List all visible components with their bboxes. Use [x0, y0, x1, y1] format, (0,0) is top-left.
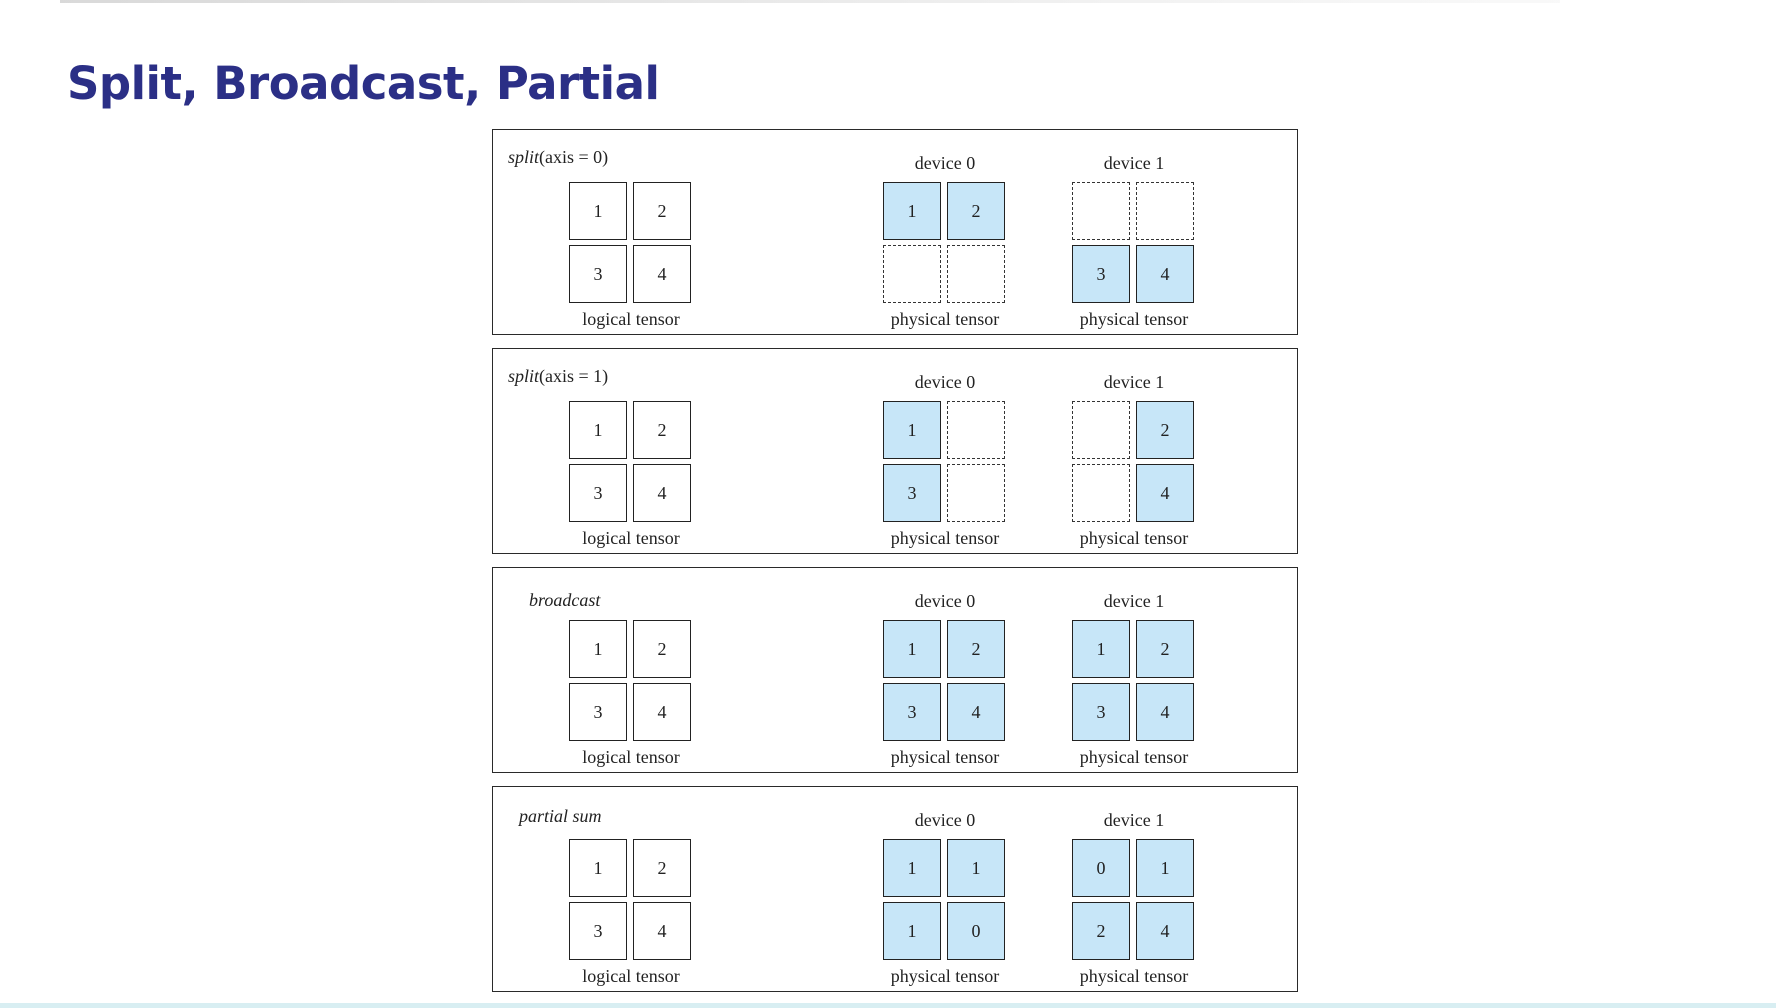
top-strip — [60, 0, 1560, 3]
tensor-cell: 2 — [1136, 620, 1194, 678]
device-label: device 0 — [914, 153, 976, 173]
tensor-cell: 4 — [1136, 245, 1194, 303]
tensor-cell: 1 — [569, 839, 627, 897]
panel-label-args: (axis = 0) — [539, 147, 609, 167]
tensor-cell: 1 — [569, 620, 627, 678]
panel-split-axis-1: split(axis = 1) 1 2 3 4 logical tensor d… — [492, 348, 1298, 554]
tensor-cell — [947, 245, 1005, 303]
panel-label-name: split — [508, 366, 540, 386]
tensor-cell — [1072, 464, 1130, 522]
tensor-cell: 1 — [883, 182, 941, 240]
physical-tensor-grid: 1 1 1 0 — [883, 839, 1007, 963]
device-label: device 0 — [914, 810, 976, 830]
tensor-cell: 2 — [1072, 902, 1130, 960]
tensor-cell: 0 — [1072, 839, 1130, 897]
tensor-cell: 2 — [633, 620, 691, 678]
tensor-cell — [947, 464, 1005, 522]
tensor-cell: 2 — [633, 401, 691, 459]
tensor-cell: 1 — [883, 620, 941, 678]
tensor-cell: 2 — [947, 182, 1005, 240]
tensor-cell: 1 — [569, 182, 627, 240]
logical-tensor-grid: 1 2 3 4 — [569, 401, 693, 525]
panel-label: split(axis = 0) — [508, 147, 608, 168]
tensor-cell: 1 — [947, 839, 1005, 897]
logical-tensor-grid: 1 2 3 4 — [569, 182, 693, 306]
tensor-cell — [883, 245, 941, 303]
physical-tensor-caption: physical tensor — [890, 528, 1000, 548]
tensor-cell: 4 — [633, 683, 691, 741]
physical-tensor-grid: 1 2 3 4 — [1072, 620, 1196, 744]
bottom-strip — [0, 1003, 1776, 1008]
tensor-cell: 2 — [947, 620, 1005, 678]
tensor-cell: 1 — [883, 839, 941, 897]
physical-tensor-caption: physical tensor — [1079, 528, 1189, 548]
physical-tensor-grid: 1 3 — [883, 401, 1007, 525]
physical-tensor-caption: physical tensor — [890, 966, 1000, 986]
tensor-cell: 3 — [569, 902, 627, 960]
physical-tensor-grid: 0 1 2 4 — [1072, 839, 1196, 963]
tensor-cell: 4 — [1136, 902, 1194, 960]
tensor-cell: 3 — [569, 464, 627, 522]
physical-tensor-caption: physical tensor — [890, 309, 1000, 329]
logical-tensor-grid: 1 2 3 4 — [569, 620, 693, 744]
panel-split-axis-0: split(axis = 0) 1 2 3 4 logical tensor d… — [492, 129, 1298, 335]
tensor-cell: 3 — [1072, 683, 1130, 741]
tensor-cell: 4 — [1136, 683, 1194, 741]
tensor-cell — [1136, 182, 1194, 240]
logical-tensor-caption: logical tensor — [582, 528, 680, 548]
panel-broadcast: broadcast 1 2 3 4 logical tensor device … — [492, 567, 1298, 773]
tensor-cell: 4 — [633, 464, 691, 522]
device-label: device 1 — [1103, 153, 1165, 173]
panel-label: partial sum — [519, 806, 602, 827]
physical-tensor-caption: physical tensor — [1079, 309, 1189, 329]
slide-title: Split, Broadcast, Partial — [67, 57, 660, 110]
tensor-cell: 0 — [947, 902, 1005, 960]
physical-tensor-caption: physical tensor — [1079, 747, 1189, 767]
tensor-cell — [1072, 182, 1130, 240]
tensor-cell: 1 — [883, 902, 941, 960]
physical-tensor-grid: 1 2 3 4 — [883, 620, 1007, 744]
logical-tensor-caption: logical tensor — [582, 309, 680, 329]
tensor-cell: 3 — [569, 683, 627, 741]
physical-tensor-grid: 3 4 — [1072, 182, 1196, 306]
physical-tensor-grid: 1 2 — [883, 182, 1007, 306]
logical-tensor-grid: 1 2 3 4 — [569, 839, 693, 963]
device-label: device 1 — [1103, 591, 1165, 611]
tensor-cell: 2 — [633, 839, 691, 897]
panel-label-name: broadcast — [529, 590, 601, 610]
tensor-cell: 4 — [633, 902, 691, 960]
tensor-cell: 3 — [569, 245, 627, 303]
tensor-cell: 3 — [883, 464, 941, 522]
physical-tensor-caption: physical tensor — [890, 747, 1000, 767]
tensor-cell: 4 — [947, 683, 1005, 741]
tensor-cell: 1 — [1136, 839, 1194, 897]
tensor-cell: 2 — [1136, 401, 1194, 459]
panel-label-name: split — [508, 147, 540, 167]
logical-tensor-caption: logical tensor — [582, 747, 680, 767]
panel-label: broadcast — [529, 590, 600, 611]
tensor-cell: 4 — [1136, 464, 1194, 522]
tensor-cell: 1 — [569, 401, 627, 459]
device-label: device 0 — [914, 591, 976, 611]
tensor-cell: 1 — [883, 401, 941, 459]
device-label: device 0 — [914, 372, 976, 392]
physical-tensor-caption: physical tensor — [1079, 966, 1189, 986]
physical-tensor-grid: 2 4 — [1072, 401, 1196, 525]
tensor-cell: 3 — [883, 683, 941, 741]
tensor-cell: 4 — [633, 245, 691, 303]
panel-partial-sum: partial sum 1 2 3 4 logical tensor devic… — [492, 786, 1298, 992]
tensor-cell: 1 — [1072, 620, 1130, 678]
tensor-cell: 3 — [1072, 245, 1130, 303]
panel-label-args: (axis = 1) — [539, 366, 609, 386]
panel-label-name: partial sum — [519, 806, 602, 826]
tensor-cell: 2 — [633, 182, 691, 240]
logical-tensor-caption: logical tensor — [582, 966, 680, 986]
panel-label: split(axis = 1) — [508, 366, 608, 387]
tensor-cell — [947, 401, 1005, 459]
tensor-cell — [1072, 401, 1130, 459]
device-label: device 1 — [1103, 810, 1165, 830]
device-label: device 1 — [1103, 372, 1165, 392]
